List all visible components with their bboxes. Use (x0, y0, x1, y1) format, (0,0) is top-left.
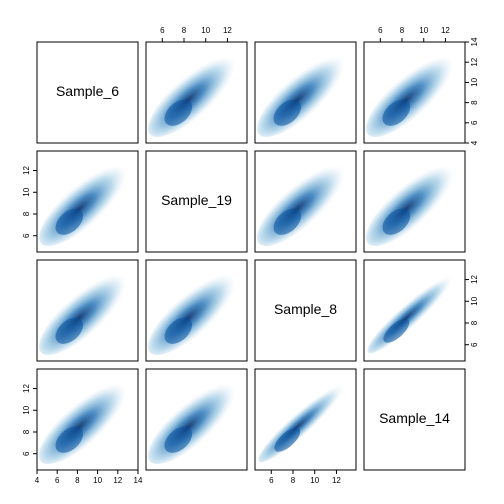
y-tick-label: 10 (470, 296, 479, 305)
density-core (55, 208, 84, 235)
variable-name: Sample_14 (379, 410, 450, 426)
panel-frame (363, 259, 466, 362)
y-tick-label: 8 (470, 100, 479, 105)
panel-frame (363, 150, 466, 253)
density-core (55, 426, 84, 453)
panel-frame (145, 259, 248, 362)
panel-frame (254, 150, 357, 253)
y-tick-label: 6 (22, 451, 31, 456)
x-tick-label: 10 (93, 476, 102, 485)
density-core (273, 208, 302, 235)
density-core (164, 99, 193, 126)
x-tick-label: 10 (310, 476, 319, 485)
x-tick-label: 12 (441, 26, 450, 35)
scatter-panel (37, 260, 138, 361)
panel-frame (145, 368, 248, 471)
density-core (383, 318, 410, 343)
scatter-panel (146, 42, 247, 143)
panel-frame (363, 41, 466, 144)
density-core (382, 208, 411, 235)
panel-frame (36, 368, 139, 471)
density-core (55, 317, 84, 344)
density-core (273, 99, 302, 126)
scatter-panel (364, 42, 465, 143)
y-tick-label: 12 (22, 166, 31, 175)
panel-frame (36, 150, 139, 253)
x-tick-label: 6 (269, 476, 274, 485)
scatter-panel (37, 369, 138, 470)
variable-name: Sample_6 (56, 83, 119, 99)
density-core (274, 427, 301, 452)
x-tick-label: 8 (75, 476, 80, 485)
y-tick-label: 6 (470, 342, 479, 347)
y-tick-label: 12 (470, 275, 479, 284)
scatter-panel (364, 260, 465, 361)
y-tick-label: 8 (22, 211, 31, 216)
x-tick-label: 8 (400, 26, 405, 35)
x-tick-label: 12 (223, 26, 232, 35)
y-tick-label: 12 (470, 57, 479, 66)
scatter-panel (146, 260, 247, 361)
panel-frame (254, 41, 357, 144)
panel-frame (36, 41, 139, 144)
y-tick-label: 8 (22, 429, 31, 434)
x-tick-label: 6 (378, 26, 383, 35)
y-tick-label: 8 (470, 320, 479, 325)
scatter-panel (255, 42, 356, 143)
x-tick-label: 10 (201, 26, 210, 35)
y-tick-label: 12 (22, 384, 31, 393)
x-tick-label: 10 (419, 26, 428, 35)
y-tick-label: 6 (22, 233, 31, 238)
density-core (164, 426, 193, 453)
density-core (382, 99, 411, 126)
x-tick-label: 6 (55, 476, 60, 485)
x-tick-label: 14 (134, 476, 143, 485)
scatter-panel (146, 369, 247, 470)
panel-frame (145, 150, 248, 253)
x-tick-label: 12 (113, 476, 122, 485)
panel-frame (36, 259, 139, 362)
y-tick-label: 4 (470, 140, 479, 145)
panel-frame (254, 259, 357, 362)
y-tick-label: 10 (470, 77, 479, 86)
x-tick-label: 8 (182, 26, 187, 35)
scatter-panel (37, 151, 138, 252)
scatter-panel (255, 369, 356, 470)
x-tick-label: 8 (291, 476, 296, 485)
density-core (164, 317, 193, 344)
panel-frame (363, 368, 466, 471)
panel-frame (254, 368, 357, 471)
variable-name: Sample_19 (161, 192, 232, 208)
scatter-panel (364, 151, 465, 252)
y-tick-label: 10 (22, 187, 31, 196)
scatter-panel (255, 151, 356, 252)
x-tick-label: 12 (332, 476, 341, 485)
y-tick-label: 14 (470, 37, 479, 46)
panel-frame (145, 41, 248, 144)
x-tick-label: 4 (35, 476, 40, 485)
y-tick-label: 10 (22, 405, 31, 414)
x-tick-label: 6 (160, 26, 165, 35)
y-tick-label: 6 (470, 120, 479, 125)
variable-name: Sample_8 (274, 301, 337, 317)
